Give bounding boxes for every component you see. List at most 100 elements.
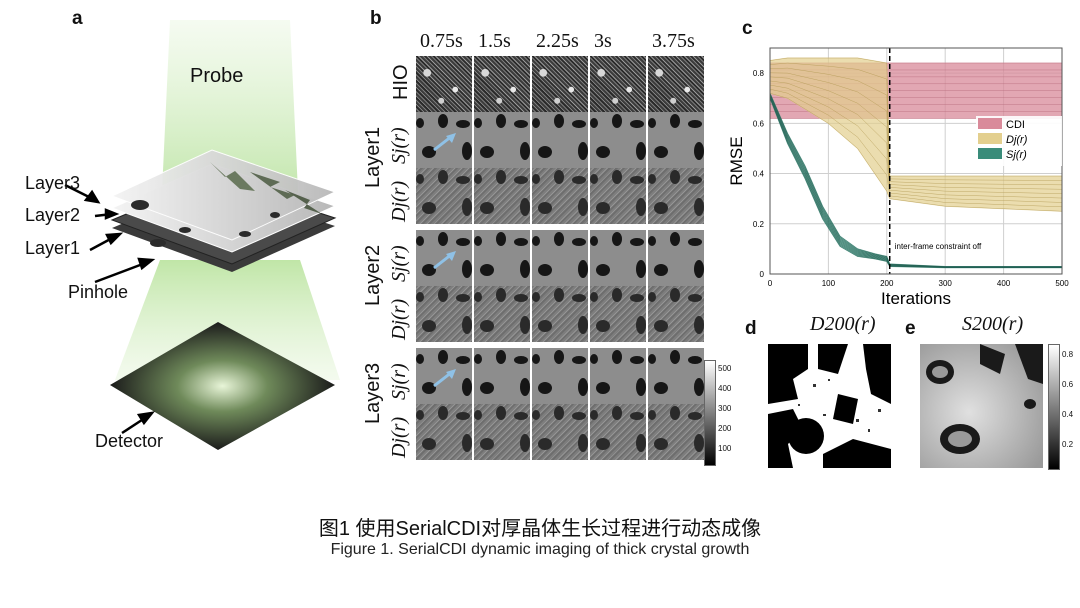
hio-tile xyxy=(532,56,588,112)
crystal-blob xyxy=(648,354,656,364)
probe-label: Probe xyxy=(190,65,244,87)
crystal-blob xyxy=(554,232,564,246)
detector-label: Detector xyxy=(95,431,164,451)
colorbar-tick: 0.4 xyxy=(1062,410,1074,419)
crystal-blob xyxy=(456,412,470,420)
crystal-blob xyxy=(532,410,540,420)
crystal-blob xyxy=(688,356,702,364)
crystal-blob xyxy=(480,382,494,394)
crystal-blob xyxy=(416,118,424,128)
crystal-blob xyxy=(438,232,448,246)
dj-tile xyxy=(532,404,588,460)
y-tick-label: 0 xyxy=(760,270,765,279)
crystal-blob xyxy=(688,294,702,302)
crystal-blob xyxy=(630,356,644,364)
crystal-blob xyxy=(496,170,506,184)
dj-tile xyxy=(416,404,472,460)
crystal-blob xyxy=(456,176,470,184)
annotation-text: inter-frame constraint off xyxy=(895,242,982,251)
schematic-illustration xyxy=(64,20,340,450)
layer1-label: Layer1 xyxy=(25,238,81,258)
layer3-plane xyxy=(110,149,337,241)
crystal-blob xyxy=(670,406,680,420)
crystal-blob xyxy=(648,118,656,128)
crystal-blob xyxy=(532,292,540,302)
crystal-blob xyxy=(572,412,586,420)
crystal-blob xyxy=(654,264,668,276)
dj-tile xyxy=(648,286,704,342)
crystal-blob xyxy=(578,142,588,160)
hio-tile xyxy=(416,56,472,112)
series-line xyxy=(769,88,1063,208)
crystal-blob xyxy=(462,378,472,396)
panel-e-label: e xyxy=(905,318,916,339)
crystal-blob xyxy=(514,238,528,246)
panel-b-label: b xyxy=(370,8,382,29)
crystal-blob xyxy=(554,350,564,364)
crystal-blob xyxy=(654,146,668,158)
crystal-blob xyxy=(538,438,552,450)
crystal-blob xyxy=(596,382,610,394)
crystal-blob xyxy=(462,198,472,216)
s200-image xyxy=(920,344,1043,468)
crystal-blob xyxy=(590,410,598,420)
layer-group-label: Layer2 xyxy=(362,244,384,306)
crystal-blob xyxy=(462,434,472,452)
time-label: 0.75s xyxy=(420,30,463,52)
series-line xyxy=(769,67,1063,186)
crystal-blob xyxy=(670,350,680,364)
hio-tile xyxy=(648,56,704,112)
panel-c-label: c xyxy=(742,18,753,39)
crystal-blob xyxy=(456,356,470,364)
hio-row-label: HIO xyxy=(390,64,412,100)
panel-b-colorbar xyxy=(704,360,716,466)
sj-tile xyxy=(648,112,704,168)
crystal-blob xyxy=(438,170,448,184)
crystal-blob xyxy=(578,316,588,334)
crystal-blob xyxy=(654,382,668,394)
dj-tile xyxy=(648,404,704,460)
sj-tile xyxy=(532,112,588,168)
crystal-blob xyxy=(648,174,656,184)
sj-row-label: Sj(r) xyxy=(388,363,410,400)
dj-tile xyxy=(648,168,704,224)
crystal-blob xyxy=(596,264,610,276)
crystal-blob xyxy=(612,406,622,420)
dj-row-label: Dj(r) xyxy=(388,180,410,222)
crystal-blob xyxy=(480,146,494,158)
crystal-blob xyxy=(688,176,702,184)
dj-tile xyxy=(416,168,472,224)
crystal-blob xyxy=(648,292,656,302)
series-line xyxy=(769,92,1063,212)
crystal-blob xyxy=(554,114,564,128)
sj-tile xyxy=(474,230,530,286)
crystal-blob xyxy=(694,434,704,452)
crystal-blob xyxy=(688,412,702,420)
caption-chinese: 图1 使用SerialCDI对厚晶体生长过程进行动态成像 xyxy=(318,518,762,540)
crystal-blob xyxy=(422,264,436,276)
x-tick-label: 0 xyxy=(768,279,773,288)
crystal-blob xyxy=(694,142,704,160)
sj-tile xyxy=(590,230,646,286)
crystal-blob xyxy=(670,232,680,246)
dj-tile xyxy=(416,286,472,342)
crystal-blob xyxy=(480,438,494,450)
crystal-blob xyxy=(416,174,424,184)
crystal-blob xyxy=(474,410,482,420)
crystal-blob xyxy=(630,120,644,128)
crystal-blob xyxy=(612,170,622,184)
crystal-blob xyxy=(480,320,494,332)
crystal-blob xyxy=(538,382,552,394)
crystal-blob xyxy=(422,202,436,214)
crystal-blob xyxy=(496,114,506,128)
crystal-blob xyxy=(438,350,448,364)
series-line xyxy=(769,93,1062,267)
series-line xyxy=(769,80,1063,199)
sj-tile xyxy=(416,112,472,168)
rmse-chart: inter-frame constraint off 0 100 200 300 400 5… xyxy=(727,47,1069,308)
detector-plane xyxy=(110,322,335,450)
arrow-icon xyxy=(433,133,456,152)
crystal-blob xyxy=(538,264,552,276)
crystal-blob xyxy=(630,294,644,302)
dj-tile xyxy=(474,404,530,460)
